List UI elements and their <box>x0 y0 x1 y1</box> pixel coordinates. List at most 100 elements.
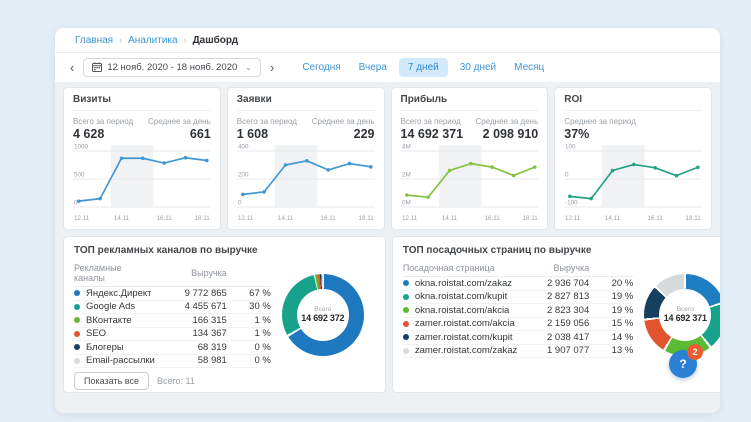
table-row[interactable]: okna.roistat.com/kupit 2 827 813 19 % <box>402 291 634 304</box>
svg-text:16.11: 16.11 <box>484 215 500 222</box>
svg-text:0M: 0M <box>401 199 410 206</box>
card-title: ТОП рекламных каналов по выручке <box>74 245 258 256</box>
period-button-1[interactable]: Вчера <box>358 61 387 73</box>
roi-sparkline-chart: 100 0 -100 12.11 14.11 16.11 18.11 <box>564 143 702 223</box>
series-color-dot <box>74 330 80 337</box>
period-button-4[interactable]: Месяц <box>514 61 545 73</box>
notification-badge: 2 <box>687 344 703 360</box>
svg-text:4M: 4M <box>401 143 410 150</box>
series-color-dot <box>74 357 80 364</box>
svg-text:500: 500 <box>74 171 85 178</box>
table-row[interactable]: Блогеры 68 319 0 % <box>74 341 271 355</box>
table-row[interactable]: okna.roistat.com/zakaz 2 936 704 20 % <box>402 277 634 291</box>
show-all-button[interactable]: Показать все <box>74 372 149 390</box>
table-row[interactable]: zamer.roistat.com/akcia 2 159 056 15 % <box>402 318 634 331</box>
svg-text:18.11: 18.11 <box>194 215 210 222</box>
row-name: okna.roistat.com/kupit <box>414 291 508 303</box>
row-percent: 0 % <box>254 341 271 353</box>
prev-period-button[interactable]: ‹ <box>70 59 75 75</box>
row-name: zamer.roistat.com/zakaz <box>414 345 518 357</box>
svg-text:14.11: 14.11 <box>114 215 130 222</box>
row-name: zamer.roistat.com/kupit <box>414 331 513 343</box>
table-row[interactable]: Яндекс.Директ 9 772 865 67 % <box>74 287 271 301</box>
row-percent: 1 % <box>254 314 271 326</box>
chevron-down-icon: ⌄ <box>245 62 252 72</box>
period-button-0[interactable]: Сегодня <box>302 61 341 73</box>
svg-text:12.11: 12.11 <box>565 215 581 222</box>
donut-center: Всего 14 692 371 <box>659 288 712 341</box>
breadcrumb-link[interactable]: Аналитика <box>128 34 178 46</box>
row-value: 9 772 865 <box>184 287 227 299</box>
breadcrumb-current: Дашборд <box>192 34 239 46</box>
calendar-icon <box>92 62 103 72</box>
dashboard-content: Визиты Всего за период 4 628 Среднее за … <box>55 82 720 413</box>
period-button-2[interactable]: 7 дней <box>398 57 448 77</box>
series-color-dot <box>402 320 409 327</box>
kpi-cards-row: Визиты Всего за период 4 628 Среднее за … <box>63 87 712 230</box>
next-period-button[interactable]: › <box>269 59 275 75</box>
card-title: ТОП посадочных страниц по выручке <box>402 245 592 256</box>
row-value: 58 981 <box>197 355 227 367</box>
profit-sparkline-chart: 4M 2M 0M 12.11 14.11 16.11 18.11 <box>400 143 539 223</box>
period-presets: Сегодня Вчера 7 дней 30 дней Месяц <box>293 57 553 77</box>
row-value: 134 367 <box>192 328 227 340</box>
row-percent: 30 % <box>249 301 271 313</box>
row-name: Блогеры <box>86 341 124 353</box>
row-value: 68 319 <box>197 341 227 353</box>
row-value: 2 823 304 <box>546 304 590 316</box>
row-percent: 13 % <box>611 345 634 357</box>
table-row[interactable]: zamer.roistat.com/kupit 2 038 417 14 % <box>402 331 634 345</box>
row-percent: 14 % <box>611 331 634 343</box>
svg-text:14.11: 14.11 <box>605 215 621 222</box>
table-row[interactable]: SEO 134 367 1 % <box>74 328 271 341</box>
table-row[interactable]: Email-рассылки 58 981 0 % <box>74 355 271 368</box>
stat-total: Всего за период 4 628 <box>73 117 134 141</box>
kpi-card-leads: Заявки Всего за период 1 608 Среднее за … <box>226 87 385 230</box>
series-color-dot <box>74 303 80 310</box>
table-row[interactable]: ВКонтакте 166 315 1 % <box>74 314 271 328</box>
help-chat-button[interactable]: ? 2 <box>669 344 703 378</box>
date-range-picker[interactable]: 12 нояб. 2020 - 18 нояб. 2020 ⌄ <box>83 57 261 77</box>
breadcrumb-link[interactable]: Главная <box>75 34 114 46</box>
svg-text:0: 0 <box>74 199 78 206</box>
stat-total: Всего за период 14 692 371 <box>400 117 464 141</box>
row-percent: 0 % <box>254 355 271 367</box>
top-channels-card: ТОП рекламных каналов по выручке Рекламн… <box>63 236 386 393</box>
row-percent: 1 % <box>254 328 271 340</box>
kpi-card-visits: Визиты Всего за период 4 628 Среднее за … <box>63 87 221 230</box>
channels-donut-wrap: Всего 14 692 372 <box>271 245 375 384</box>
svg-text:16.11: 16.11 <box>320 215 336 222</box>
breadcrumb: Главная › Аналитика › Дашборд <box>55 28 720 53</box>
total-count-label: Всего: 11 <box>156 376 195 386</box>
row-value: 4 455 671 <box>184 301 227 313</box>
svg-text:0: 0 <box>565 171 569 178</box>
svg-text:-100: -100 <box>565 199 578 206</box>
pages-donut-wrap: Всего 14 692 371 <box>633 245 720 384</box>
svg-text:400: 400 <box>238 143 249 150</box>
svg-text:12.11: 12.11 <box>74 215 90 222</box>
svg-text:200: 200 <box>238 171 249 178</box>
kpi-card-profit: Прибыль Всего за период 14 692 371 Средн… <box>390 87 549 230</box>
svg-text:16.11: 16.11 <box>648 215 664 222</box>
kpi-title: ROI <box>564 94 702 111</box>
row-value: 2 827 813 <box>546 291 590 303</box>
table-row[interactable]: okna.roistat.com/akcia 2 823 304 19 % <box>402 304 634 318</box>
series-color-dot <box>402 293 409 300</box>
svg-text:100: 100 <box>565 143 576 150</box>
period-button-3[interactable]: 30 дней <box>459 61 497 73</box>
top-pages-card: ТОП посадочных страниц по выручке Посадо… <box>391 236 720 393</box>
svg-text:14.11: 14.11 <box>278 215 294 222</box>
table-row[interactable]: Google Ads 4 455 671 30 % <box>74 301 271 314</box>
question-icon: ? <box>679 357 687 371</box>
visits-sparkline-chart: 1000 500 0 12.11 14.11 16.11 18.11 <box>73 143 211 223</box>
series-color-dot <box>74 344 80 351</box>
pages-donut-chart: Всего 14 692 371 <box>644 273 720 356</box>
row-value: 2 038 417 <box>546 331 590 343</box>
kpi-stats: Всего за период 4 628 Среднее за день 66… <box>73 117 211 141</box>
table-row[interactable]: zamer.roistat.com/zakaz 1 907 077 13 % <box>402 345 634 358</box>
date-controls-bar: ‹ 12 нояб. 2020 - 18 нояб. 2020 ⌄ › Сего… <box>55 53 720 81</box>
kpi-stats: Среднее за период 37% <box>564 117 702 141</box>
row-name: Email-рассылки <box>86 355 155 367</box>
leads-sparkline-chart: 400 200 0 12.11 14.11 16.11 18.11 <box>236 143 375 223</box>
kpi-title: Прибыль <box>400 94 539 111</box>
